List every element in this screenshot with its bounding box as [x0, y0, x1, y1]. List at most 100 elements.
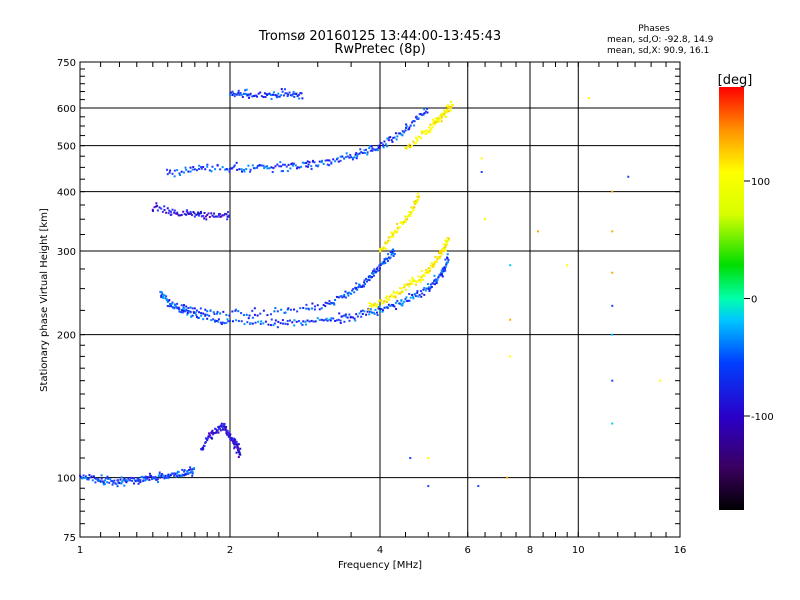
data-point [408, 210, 411, 213]
data-point [384, 247, 387, 250]
data-point [320, 307, 323, 310]
data-point [190, 212, 193, 215]
data-point [420, 295, 423, 298]
data-point [390, 139, 393, 142]
data-point [445, 108, 448, 111]
data-point [413, 279, 416, 282]
data-point [326, 159, 329, 162]
data-point [372, 311, 375, 314]
data-point [281, 90, 284, 93]
data-point [174, 212, 177, 215]
data-point [386, 298, 389, 301]
data-point [400, 221, 403, 224]
data-point [257, 92, 260, 95]
data-point [190, 315, 193, 318]
data-point [341, 296, 344, 299]
data-point [432, 282, 435, 285]
data-point [275, 95, 278, 98]
data-point [206, 165, 209, 168]
data-point [408, 299, 411, 302]
data-point [180, 304, 183, 307]
data-point [292, 93, 295, 96]
data-point [137, 482, 140, 485]
data-point [231, 94, 234, 97]
data-point [197, 211, 200, 214]
data-point [227, 214, 230, 217]
data-point [262, 164, 265, 167]
data-point [208, 314, 211, 317]
data-point [286, 323, 289, 326]
data-point [373, 269, 376, 272]
data-point [332, 317, 335, 320]
data-point [214, 431, 217, 434]
data-point [437, 251, 440, 254]
data-point [188, 310, 191, 313]
data-point [204, 168, 207, 171]
data-point [438, 257, 441, 260]
data-point [299, 92, 302, 95]
data-point [440, 253, 443, 256]
data-point [399, 287, 402, 290]
data-point [414, 142, 417, 145]
data-point [236, 445, 239, 448]
data-point [180, 311, 183, 314]
data-point [378, 264, 381, 267]
data-point [291, 321, 294, 324]
data-point [427, 485, 430, 488]
data-point [424, 133, 427, 136]
data-point [226, 429, 229, 432]
data-point [127, 477, 130, 480]
data-point [156, 209, 159, 212]
data-point [343, 295, 346, 298]
data-point [416, 117, 419, 120]
data-point [161, 292, 164, 295]
data-point [305, 161, 308, 164]
data-point [386, 137, 389, 140]
data-point [247, 317, 250, 320]
data-point [349, 153, 352, 156]
data-point [350, 292, 353, 295]
data-point [386, 260, 389, 263]
data-point [403, 219, 406, 222]
data-point [417, 295, 420, 298]
data-point [211, 433, 214, 436]
data-point [219, 213, 222, 216]
data-point [388, 136, 391, 139]
data-point [132, 477, 135, 480]
data-point [122, 478, 125, 481]
data-point [402, 286, 405, 289]
data-point [363, 152, 366, 155]
data-point [171, 301, 174, 304]
data-point [186, 211, 189, 214]
data-point [447, 261, 450, 264]
data-point [211, 431, 214, 434]
data-point [404, 215, 407, 218]
data-point [447, 106, 450, 109]
data-point [393, 305, 396, 308]
data-point [409, 214, 412, 217]
data-point [278, 95, 281, 98]
data-point [185, 473, 188, 476]
data-point [322, 319, 325, 322]
data-point [396, 135, 399, 138]
data-point [173, 209, 176, 212]
data-point [176, 213, 179, 216]
x-axis-label: Frequency [MHz] [338, 560, 422, 571]
data-point [373, 312, 376, 315]
data-point [273, 322, 276, 325]
data-point [256, 95, 259, 98]
data-point [114, 482, 117, 485]
data-point [372, 272, 375, 275]
data-point [443, 266, 446, 269]
data-point [407, 283, 410, 286]
data-point [446, 253, 449, 256]
data-point [404, 129, 407, 132]
data-point [401, 290, 404, 293]
data-point [392, 290, 395, 293]
data-point [189, 170, 192, 173]
data-point [429, 283, 432, 286]
data-point [299, 307, 302, 310]
data-point [191, 474, 194, 477]
data-point [408, 126, 411, 129]
data-point [384, 296, 387, 299]
